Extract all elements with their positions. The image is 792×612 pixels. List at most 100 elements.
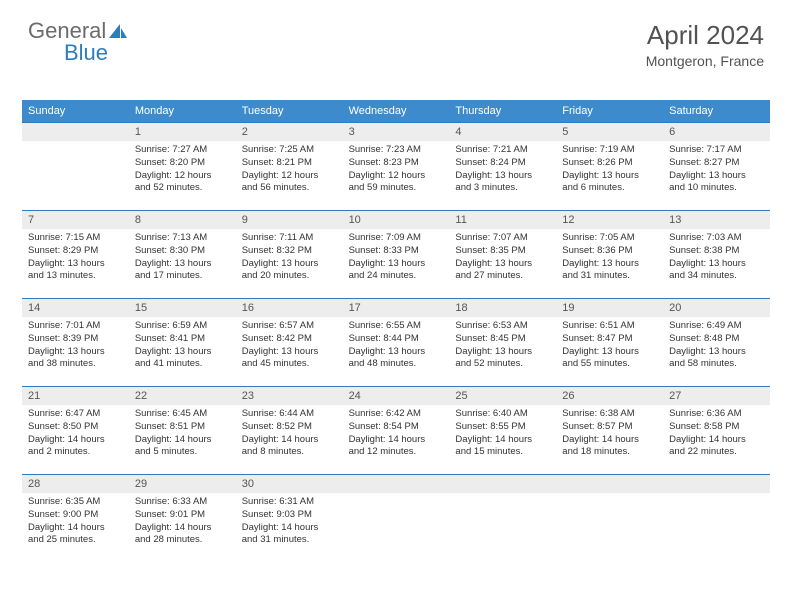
day-number: 8	[129, 211, 236, 229]
calendar-cell: 3Sunrise: 7:23 AMSunset: 8:23 PMDaylight…	[343, 122, 450, 210]
day-info: Sunrise: 7:23 AMSunset: 8:23 PMDaylight:…	[343, 141, 450, 201]
calendar-cell: 12Sunrise: 7:05 AMSunset: 8:36 PMDayligh…	[556, 210, 663, 298]
logo-text-blue: Blue	[64, 40, 108, 65]
calendar-cell: 24Sunrise: 6:42 AMSunset: 8:54 PMDayligh…	[343, 386, 450, 474]
day-number: 7	[22, 211, 129, 229]
day-info: Sunrise: 6:57 AMSunset: 8:42 PMDaylight:…	[236, 317, 343, 377]
location: Montgeron, France	[646, 53, 764, 69]
calendar-cell: 28Sunrise: 6:35 AMSunset: 9:00 PMDayligh…	[22, 474, 129, 562]
calendar-cell: 22Sunrise: 6:45 AMSunset: 8:51 PMDayligh…	[129, 386, 236, 474]
calendar-cell: 21Sunrise: 6:47 AMSunset: 8:50 PMDayligh…	[22, 386, 129, 474]
calendar-cell: 13Sunrise: 7:03 AMSunset: 8:38 PMDayligh…	[663, 210, 770, 298]
day-number: 15	[129, 299, 236, 317]
logo-text-blue-wrap: Blue	[64, 40, 108, 66]
logo-triangle-icon	[108, 22, 128, 40]
day-number: 10	[343, 211, 450, 229]
day-info: Sunrise: 7:01 AMSunset: 8:39 PMDaylight:…	[22, 317, 129, 377]
day-info: Sunrise: 7:27 AMSunset: 8:20 PMDaylight:…	[129, 141, 236, 201]
day-number: 28	[22, 475, 129, 493]
calendar-cell: 11Sunrise: 7:07 AMSunset: 8:35 PMDayligh…	[449, 210, 556, 298]
calendar-cell: 9Sunrise: 7:11 AMSunset: 8:32 PMDaylight…	[236, 210, 343, 298]
calendar-cell: 19Sunrise: 6:51 AMSunset: 8:47 PMDayligh…	[556, 298, 663, 386]
day-info: Sunrise: 6:49 AMSunset: 8:48 PMDaylight:…	[663, 317, 770, 377]
day-info: Sunrise: 7:17 AMSunset: 8:27 PMDaylight:…	[663, 141, 770, 201]
day-info: Sunrise: 6:55 AMSunset: 8:44 PMDaylight:…	[343, 317, 450, 377]
day-number: 29	[129, 475, 236, 493]
day-number: 21	[22, 387, 129, 405]
day-number: 26	[556, 387, 663, 405]
day-number: 5	[556, 123, 663, 141]
day-info: Sunrise: 7:21 AMSunset: 8:24 PMDaylight:…	[449, 141, 556, 201]
day-number: 14	[22, 299, 129, 317]
day-info: Sunrise: 6:38 AMSunset: 8:57 PMDaylight:…	[556, 405, 663, 465]
day-number: 17	[343, 299, 450, 317]
day-number: 12	[556, 211, 663, 229]
day-info: Sunrise: 7:05 AMSunset: 8:36 PMDaylight:…	[556, 229, 663, 289]
calendar-cell: 20Sunrise: 6:49 AMSunset: 8:48 PMDayligh…	[663, 298, 770, 386]
day-info: Sunrise: 7:09 AMSunset: 8:33 PMDaylight:…	[343, 229, 450, 289]
day-number: 1	[129, 123, 236, 141]
calendar-cell: 5Sunrise: 7:19 AMSunset: 8:26 PMDaylight…	[556, 122, 663, 210]
day-number: 20	[663, 299, 770, 317]
day-info: Sunrise: 6:31 AMSunset: 9:03 PMDaylight:…	[236, 493, 343, 553]
dayname-header: Monday	[129, 100, 236, 122]
day-info: Sunrise: 7:19 AMSunset: 8:26 PMDaylight:…	[556, 141, 663, 201]
day-info: Sunrise: 7:13 AMSunset: 8:30 PMDaylight:…	[129, 229, 236, 289]
calendar-grid: SundayMondayTuesdayWednesdayThursdayFrid…	[22, 100, 770, 562]
calendar-cell-empty	[22, 122, 129, 210]
dayname-header: Tuesday	[236, 100, 343, 122]
calendar-cell: 6Sunrise: 7:17 AMSunset: 8:27 PMDaylight…	[663, 122, 770, 210]
calendar-cell: 17Sunrise: 6:55 AMSunset: 8:44 PMDayligh…	[343, 298, 450, 386]
calendar-cell: 25Sunrise: 6:40 AMSunset: 8:55 PMDayligh…	[449, 386, 556, 474]
calendar-cell: 15Sunrise: 6:59 AMSunset: 8:41 PMDayligh…	[129, 298, 236, 386]
day-number: 9	[236, 211, 343, 229]
calendar-cell-empty	[663, 474, 770, 562]
calendar-cell: 23Sunrise: 6:44 AMSunset: 8:52 PMDayligh…	[236, 386, 343, 474]
day-number: 3	[343, 123, 450, 141]
calendar-cell: 2Sunrise: 7:25 AMSunset: 8:21 PMDaylight…	[236, 122, 343, 210]
day-info: Sunrise: 7:03 AMSunset: 8:38 PMDaylight:…	[663, 229, 770, 289]
day-number: 2	[236, 123, 343, 141]
calendar-cell: 16Sunrise: 6:57 AMSunset: 8:42 PMDayligh…	[236, 298, 343, 386]
calendar-cell: 10Sunrise: 7:09 AMSunset: 8:33 PMDayligh…	[343, 210, 450, 298]
calendar-cell: 26Sunrise: 6:38 AMSunset: 8:57 PMDayligh…	[556, 386, 663, 474]
day-number: 19	[556, 299, 663, 317]
day-info: Sunrise: 6:45 AMSunset: 8:51 PMDaylight:…	[129, 405, 236, 465]
dayname-header: Friday	[556, 100, 663, 122]
calendar-cell: 14Sunrise: 7:01 AMSunset: 8:39 PMDayligh…	[22, 298, 129, 386]
day-info: Sunrise: 6:40 AMSunset: 8:55 PMDaylight:…	[449, 405, 556, 465]
day-number: 25	[449, 387, 556, 405]
calendar-cell: 8Sunrise: 7:13 AMSunset: 8:30 PMDaylight…	[129, 210, 236, 298]
calendar-cell: 27Sunrise: 6:36 AMSunset: 8:58 PMDayligh…	[663, 386, 770, 474]
day-number: 24	[343, 387, 450, 405]
calendar-cell: 1Sunrise: 7:27 AMSunset: 8:20 PMDaylight…	[129, 122, 236, 210]
day-number: 11	[449, 211, 556, 229]
calendar-cell: 7Sunrise: 7:15 AMSunset: 8:29 PMDaylight…	[22, 210, 129, 298]
day-number: 18	[449, 299, 556, 317]
calendar-cell: 30Sunrise: 6:31 AMSunset: 9:03 PMDayligh…	[236, 474, 343, 562]
day-info: Sunrise: 6:53 AMSunset: 8:45 PMDaylight:…	[449, 317, 556, 377]
day-number: 16	[236, 299, 343, 317]
day-info: Sunrise: 6:35 AMSunset: 9:00 PMDaylight:…	[22, 493, 129, 553]
dayname-header: Sunday	[22, 100, 129, 122]
day-info: Sunrise: 6:59 AMSunset: 8:41 PMDaylight:…	[129, 317, 236, 377]
day-number: 4	[449, 123, 556, 141]
day-info: Sunrise: 6:42 AMSunset: 8:54 PMDaylight:…	[343, 405, 450, 465]
day-number: 13	[663, 211, 770, 229]
day-info: Sunrise: 6:44 AMSunset: 8:52 PMDaylight:…	[236, 405, 343, 465]
day-info: Sunrise: 7:15 AMSunset: 8:29 PMDaylight:…	[22, 229, 129, 289]
day-number: 27	[663, 387, 770, 405]
day-number: 30	[236, 475, 343, 493]
calendar-cell-empty	[343, 474, 450, 562]
header-right: April 2024 Montgeron, France	[646, 20, 764, 69]
calendar-cell-empty	[449, 474, 556, 562]
day-info: Sunrise: 7:25 AMSunset: 8:21 PMDaylight:…	[236, 141, 343, 201]
calendar-cell-empty	[556, 474, 663, 562]
dayname-header: Saturday	[663, 100, 770, 122]
calendar-cell: 18Sunrise: 6:53 AMSunset: 8:45 PMDayligh…	[449, 298, 556, 386]
day-info: Sunrise: 6:51 AMSunset: 8:47 PMDaylight:…	[556, 317, 663, 377]
day-info: Sunrise: 7:11 AMSunset: 8:32 PMDaylight:…	[236, 229, 343, 289]
dayname-header: Thursday	[449, 100, 556, 122]
day-info: Sunrise: 6:36 AMSunset: 8:58 PMDaylight:…	[663, 405, 770, 465]
day-number: 23	[236, 387, 343, 405]
